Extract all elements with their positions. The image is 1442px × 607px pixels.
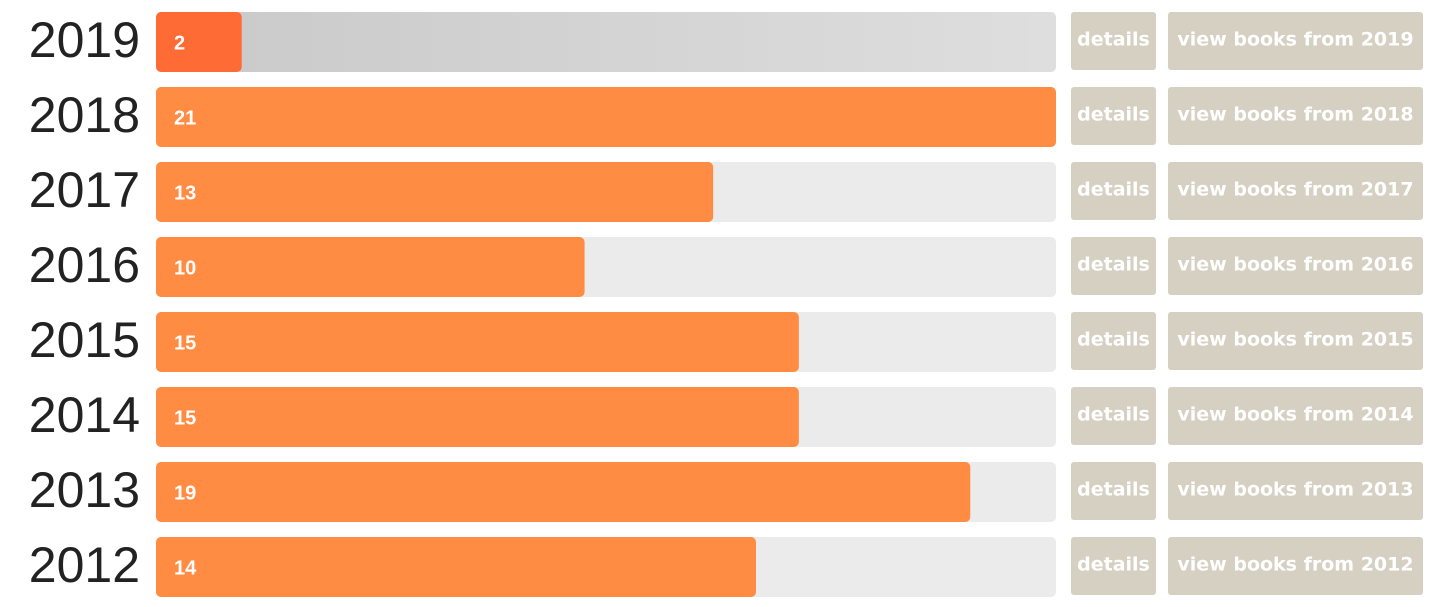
bar — [156, 87, 1056, 147]
value-label: 15 — [174, 332, 196, 354]
year-label: 2015 — [29, 312, 140, 368]
details-button[interactable] — [1071, 162, 1156, 220]
details-button-label[interactable]: details — [1077, 254, 1150, 276]
bar-track — [156, 12, 1056, 72]
year-label: 2014 — [29, 387, 140, 443]
value-label: 21 — [174, 107, 196, 129]
view-books-button[interactable] — [1168, 87, 1423, 145]
year-label: 2019 — [29, 12, 140, 68]
value-label: 15 — [174, 407, 196, 429]
details-button[interactable] — [1071, 387, 1156, 445]
view-books-button-label[interactable]: view books from 2016 — [1177, 254, 1413, 276]
value-label: 2 — [174, 32, 185, 54]
view-books-button-label[interactable]: view books from 2013 — [1177, 479, 1413, 501]
view-books-button[interactable] — [1168, 387, 1423, 445]
view-books-button[interactable] — [1168, 462, 1423, 520]
view-books-button-label[interactable]: view books from 2012 — [1177, 554, 1413, 576]
bar — [156, 162, 714, 222]
bar — [156, 237, 585, 297]
view-books-button[interactable] — [1168, 237, 1423, 295]
details-button-label[interactable]: details — [1077, 554, 1150, 576]
view-books-button[interactable] — [1168, 312, 1423, 370]
details-button[interactable] — [1071, 537, 1156, 595]
details-button-label[interactable]: details — [1077, 479, 1150, 501]
bar — [156, 537, 756, 597]
details-button[interactable] — [1071, 87, 1156, 145]
view-books-button[interactable] — [1168, 162, 1423, 220]
details-button[interactable] — [1071, 237, 1156, 295]
details-button-label[interactable]: details — [1077, 404, 1150, 426]
details-button[interactable] — [1071, 462, 1156, 520]
year-label: 2012 — [29, 537, 140, 593]
bar — [156, 312, 799, 372]
details-button-label[interactable]: details — [1077, 29, 1150, 51]
view-books-button[interactable] — [1168, 12, 1423, 70]
view-books-button-label[interactable]: view books from 2014 — [1177, 404, 1413, 426]
year-label: 2017 — [29, 162, 140, 218]
view-books-button-label[interactable]: view books from 2019 — [1177, 29, 1413, 51]
view-books-button-label[interactable]: view books from 2017 — [1177, 179, 1413, 201]
details-button-label[interactable]: details — [1077, 179, 1150, 201]
bar — [156, 462, 971, 522]
details-button[interactable] — [1071, 12, 1156, 70]
details-button[interactable] — [1071, 312, 1156, 370]
value-label: 19 — [174, 482, 196, 504]
view-books-button[interactable] — [1168, 537, 1423, 595]
bar — [156, 12, 242, 72]
year-label: 2018 — [29, 87, 140, 143]
year-label: 2016 — [29, 237, 140, 293]
bar — [156, 387, 799, 447]
view-books-button-label[interactable]: view books from 2015 — [1177, 329, 1413, 351]
year-label: 2013 — [29, 462, 140, 518]
details-button-label[interactable]: details — [1077, 104, 1150, 126]
value-label: 10 — [174, 257, 196, 279]
details-button-label[interactable]: details — [1077, 329, 1150, 351]
value-label: 13 — [174, 182, 196, 204]
view-books-button-label[interactable]: view books from 2018 — [1177, 104, 1413, 126]
value-label: 14 — [174, 557, 197, 579]
